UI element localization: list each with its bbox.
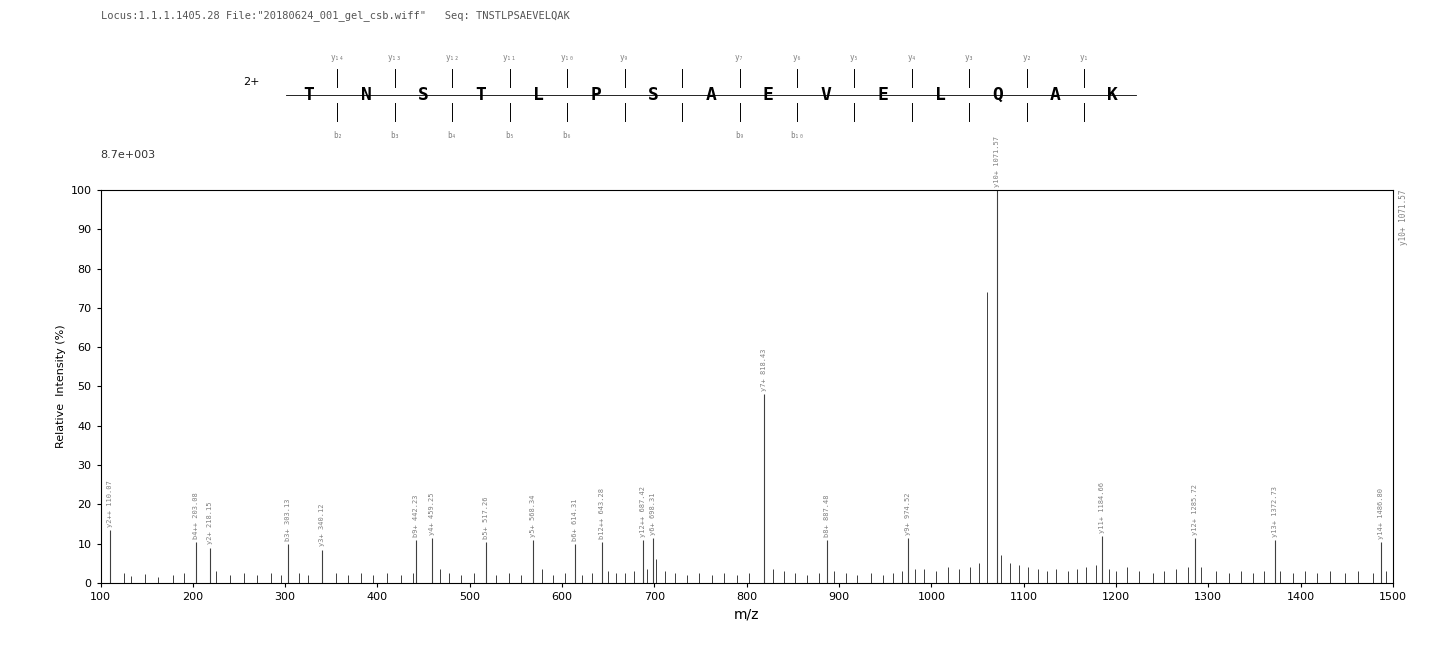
- Text: y10+ 1071.57: y10+ 1071.57: [994, 136, 1001, 187]
- Text: y₁₂: y₁₂: [445, 53, 460, 62]
- Text: b₁₀: b₁₀: [790, 131, 804, 140]
- Text: y₆: y₆: [793, 53, 801, 62]
- Text: b₄: b₄: [448, 131, 457, 140]
- Text: T: T: [303, 86, 314, 104]
- Text: S: S: [418, 86, 429, 104]
- Text: y10+ 1071.57: y10+ 1071.57: [1399, 190, 1409, 246]
- Text: V: V: [820, 86, 831, 104]
- Text: K: K: [1107, 86, 1119, 104]
- Text: N: N: [360, 86, 372, 104]
- Text: A: A: [1050, 86, 1061, 104]
- Text: 2+: 2+: [243, 77, 260, 87]
- Text: y₇: y₇: [735, 53, 744, 62]
- Text: b8+ 887.48: b8+ 887.48: [824, 494, 830, 536]
- Text: b12++ 643.28: b12++ 643.28: [599, 487, 605, 538]
- Text: y2++ 110.07: y2++ 110.07: [106, 480, 113, 527]
- Text: y₂: y₂: [1022, 53, 1031, 62]
- Text: y12++ 687.42: y12++ 687.42: [640, 485, 646, 536]
- Text: E: E: [877, 86, 889, 104]
- Text: E: E: [763, 86, 774, 104]
- Text: b₅: b₅: [505, 131, 514, 140]
- Text: y₁₃: y₁₃: [388, 53, 402, 62]
- Text: y₁₀: y₁₀: [560, 53, 574, 62]
- Text: A: A: [705, 86, 717, 104]
- Text: y9+ 974.52: y9+ 974.52: [905, 492, 910, 534]
- Text: b₃: b₃: [391, 131, 399, 140]
- Text: L: L: [935, 86, 946, 104]
- Text: b3+ 303.13: b3+ 303.13: [284, 498, 292, 540]
- Text: y5+ 568.34: y5+ 568.34: [530, 494, 536, 536]
- Text: b6+ 614.31: b6+ 614.31: [573, 498, 579, 540]
- Text: y2+ 218.15: y2+ 218.15: [207, 502, 213, 544]
- Text: y7+ 818.43: y7+ 818.43: [761, 348, 767, 391]
- Text: Q: Q: [992, 86, 1004, 104]
- Text: y₃: y₃: [965, 53, 974, 62]
- Text: y₁: y₁: [1080, 53, 1088, 62]
- Text: y4+ 459.25: y4+ 459.25: [429, 492, 435, 534]
- Text: S: S: [648, 86, 659, 104]
- Text: b₉: b₉: [735, 131, 744, 140]
- Text: Locus:1.1.1.1405.28 File:"20180624_001_gel_csb.wiff"   Seq: TNSTLPSAEVELQAK: Locus:1.1.1.1405.28 File:"20180624_001_g…: [101, 10, 569, 21]
- Text: 8.7e+003: 8.7e+003: [101, 151, 155, 160]
- Text: b₆: b₆: [563, 131, 572, 140]
- X-axis label: m/z: m/z: [734, 608, 760, 622]
- Text: T: T: [475, 86, 487, 104]
- Text: y₄: y₄: [908, 53, 916, 62]
- Text: y12+ 1285.72: y12+ 1285.72: [1192, 483, 1198, 534]
- Text: b4++ 203.08: b4++ 203.08: [192, 492, 198, 538]
- Text: y11+ 1184.66: y11+ 1184.66: [1099, 481, 1104, 533]
- Text: y₉: y₉: [620, 53, 629, 62]
- Text: b5+ 517.26: b5+ 517.26: [482, 496, 488, 538]
- Text: y3+ 340.12: y3+ 340.12: [319, 504, 325, 546]
- Y-axis label: Relative  Intensity (%): Relative Intensity (%): [56, 325, 66, 448]
- Text: y14+ 1486.80: y14+ 1486.80: [1377, 487, 1384, 538]
- Text: b9+ 442.23: b9+ 442.23: [414, 494, 419, 536]
- Text: y13+ 1372.73: y13+ 1372.73: [1272, 485, 1278, 536]
- Text: y₅: y₅: [850, 53, 859, 62]
- Text: P: P: [590, 86, 602, 104]
- Text: y₁₁: y₁₁: [503, 53, 517, 62]
- Text: y₁₄: y₁₄: [330, 53, 345, 62]
- Text: b₂: b₂: [333, 131, 342, 140]
- Text: L: L: [533, 86, 544, 104]
- Text: y6+ 698.31: y6+ 698.31: [651, 492, 656, 534]
